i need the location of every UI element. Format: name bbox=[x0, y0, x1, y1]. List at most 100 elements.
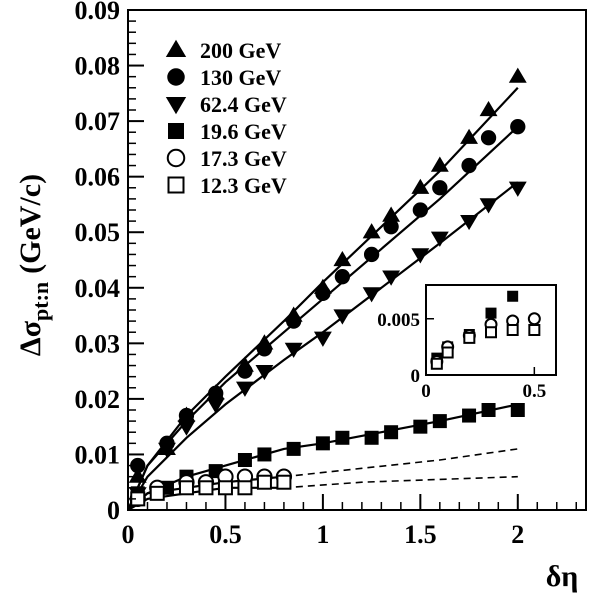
legend-item-62-4-gev: 62.4 GeV bbox=[165, 92, 287, 117]
y-tick-label: 0.06 bbox=[75, 163, 121, 192]
y-tick-label: 0.09 bbox=[75, 0, 121, 25]
y-axis-label: Δσ bbox=[14, 320, 47, 356]
data-point bbox=[430, 156, 449, 172]
data-point bbox=[149, 485, 165, 501]
inset-series-12-3-gev bbox=[430, 324, 541, 370]
x-tick-label: 1 bbox=[316, 520, 329, 549]
data-point bbox=[334, 269, 351, 285]
legend-item-130-gev: 130 GeV bbox=[167, 65, 281, 90]
inset-y-tick-label: 0 bbox=[411, 366, 421, 387]
data-point bbox=[315, 285, 331, 301]
inset-data-point bbox=[430, 357, 443, 370]
data-point bbox=[384, 425, 399, 440]
data-point bbox=[257, 447, 272, 462]
y-tick-label: 0.04 bbox=[75, 274, 121, 303]
plot-frame bbox=[127, 9, 587, 511]
x-axis-label: δη bbox=[546, 560, 579, 593]
inset-data-point bbox=[485, 326, 497, 339]
data-point bbox=[430, 231, 449, 247]
y-axis-label-subscript: pt:n bbox=[28, 282, 53, 321]
main-plot-marks bbox=[126, 67, 527, 511]
inset-data-point bbox=[507, 290, 519, 302]
data-point bbox=[237, 363, 253, 379]
legend-marker bbox=[165, 39, 187, 58]
data-point bbox=[508, 67, 527, 83]
inset-x-tick-label: 0 bbox=[421, 381, 431, 402]
series-130-gev bbox=[130, 119, 526, 474]
data-point bbox=[362, 223, 381, 239]
data-point bbox=[479, 100, 498, 117]
legend-label: 62.4 GeV bbox=[200, 92, 287, 117]
inset-data-point bbox=[527, 312, 541, 326]
data-point bbox=[480, 130, 497, 146]
data-point bbox=[255, 364, 274, 381]
data-point bbox=[508, 181, 527, 197]
legend-label: 12.3 GeV bbox=[200, 173, 287, 198]
data-point bbox=[178, 480, 194, 496]
data-point bbox=[198, 480, 214, 496]
inset-data-point bbox=[528, 324, 541, 336]
data-point bbox=[206, 398, 225, 414]
data-point bbox=[286, 441, 301, 456]
data-point bbox=[383, 219, 399, 235]
x-tick-label: 1.5 bbox=[404, 520, 437, 549]
data-point bbox=[313, 331, 332, 347]
data-point bbox=[333, 250, 352, 267]
legend-label: 19.6 GeV bbox=[200, 119, 287, 144]
legend-marker bbox=[165, 96, 187, 115]
data-point bbox=[217, 480, 233, 496]
data-point bbox=[411, 178, 430, 194]
legend-label: 130 GeV bbox=[200, 65, 281, 90]
data-point bbox=[510, 403, 525, 417]
data-point bbox=[412, 202, 428, 218]
legend-marker bbox=[167, 176, 185, 194]
inset-plot: 0 0.5 0 0.005 bbox=[377, 290, 546, 402]
legend-marker bbox=[168, 123, 184, 139]
legend-label: 17.3 GeV bbox=[200, 146, 287, 171]
y-tick-label: 0 bbox=[107, 496, 120, 525]
y-tick-label: 0.03 bbox=[75, 329, 121, 358]
data-point bbox=[460, 128, 478, 144]
data-point bbox=[256, 474, 272, 490]
data-point bbox=[382, 270, 401, 286]
y-axis-title: Δσpt:n (GeV/c) bbox=[14, 174, 53, 356]
legend-item-19-6-gev: 19.6 GeV bbox=[168, 119, 287, 144]
inset-data-point bbox=[506, 324, 519, 336]
y-tick-label: 0.05 bbox=[75, 218, 121, 247]
data-point bbox=[510, 119, 526, 135]
y-tick-label: 0.07 bbox=[75, 107, 121, 136]
data-point bbox=[177, 420, 196, 436]
inset-x-tick-label: 0.5 bbox=[522, 381, 546, 402]
main-axes: 0 0.5 1 1.5 2 0 0.01 0.02 0.03 0.04 0.05 0.06 0.07 0.… bbox=[75, 0, 578, 549]
data-point bbox=[276, 474, 292, 490]
legend-item-12-3-gev: 12.3 GeV bbox=[167, 173, 287, 198]
data-point bbox=[363, 246, 380, 263]
inset-data-point bbox=[463, 331, 476, 344]
data-point bbox=[256, 341, 273, 357]
fit-curve-8 bbox=[283, 475, 518, 489]
data-point bbox=[362, 287, 381, 303]
data-point bbox=[432, 414, 447, 429]
x-tick-label: 2 bbox=[511, 520, 524, 549]
data-point bbox=[413, 419, 428, 434]
data-point bbox=[237, 453, 252, 467]
data-point bbox=[335, 430, 350, 445]
data-point bbox=[479, 198, 498, 214]
data-point bbox=[236, 381, 254, 397]
legend-marker bbox=[166, 148, 186, 168]
data-point bbox=[432, 180, 448, 196]
data-point bbox=[460, 214, 478, 231]
data-point bbox=[284, 342, 303, 358]
data-point bbox=[364, 430, 379, 445]
fit-curve-7 bbox=[283, 448, 518, 478]
legend-item-200-gev: 200 GeV bbox=[165, 38, 281, 63]
legend-item-17-3-gev: 17.3 GeV bbox=[166, 146, 287, 171]
data-point bbox=[158, 442, 176, 458]
x-tick-label: 0 bbox=[122, 520, 135, 549]
data-point bbox=[462, 408, 477, 423]
legend-label: 200 GeV bbox=[200, 38, 281, 63]
data-point bbox=[461, 157, 477, 174]
data-point bbox=[411, 248, 430, 264]
